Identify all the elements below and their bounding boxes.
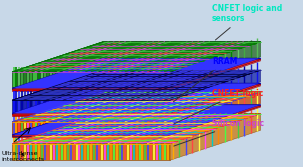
Polygon shape [12,84,261,114]
Polygon shape [12,72,170,87]
Polygon shape [12,105,261,135]
Polygon shape [12,113,170,114]
Polygon shape [170,106,261,137]
Polygon shape [12,70,261,100]
Polygon shape [12,58,261,88]
Polygon shape [170,92,261,134]
Polygon shape [12,88,170,89]
Text: CNFET logic: CNFET logic [174,89,264,124]
Polygon shape [170,84,261,116]
Polygon shape [12,59,261,89]
Polygon shape [170,105,261,136]
Text: Silicon logic: Silicon logic [174,119,264,146]
Polygon shape [12,58,261,88]
Polygon shape [12,84,261,114]
Polygon shape [12,106,261,136]
Polygon shape [170,114,261,160]
Polygon shape [170,70,261,112]
Polygon shape [12,122,170,134]
Polygon shape [12,58,261,88]
Text: RRAM: RRAM [173,57,238,102]
Polygon shape [12,84,261,114]
Polygon shape [170,58,261,89]
Polygon shape [12,144,170,160]
Polygon shape [12,114,170,116]
Polygon shape [12,83,261,113]
Polygon shape [12,92,261,122]
Polygon shape [12,83,261,113]
Polygon shape [12,114,261,144]
Polygon shape [12,59,261,89]
Polygon shape [12,135,170,136]
Polygon shape [170,59,261,91]
Polygon shape [12,136,170,137]
Polygon shape [170,83,261,114]
Polygon shape [12,59,261,89]
Polygon shape [12,70,261,100]
Polygon shape [12,105,261,135]
Polygon shape [12,100,170,112]
Polygon shape [12,106,261,136]
Polygon shape [12,92,261,122]
Polygon shape [12,105,261,135]
Polygon shape [12,42,261,72]
Text: Ultra-dense
interconnects: Ultra-dense interconnects [2,151,45,162]
Polygon shape [12,89,170,91]
Polygon shape [12,42,261,72]
Polygon shape [12,114,261,144]
Polygon shape [12,83,261,113]
Text: CNFET logic and
sensors: CNFET logic and sensors [212,4,282,40]
Polygon shape [12,106,261,136]
Polygon shape [170,42,261,87]
